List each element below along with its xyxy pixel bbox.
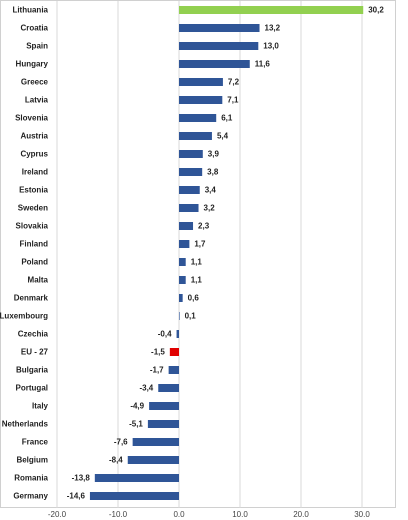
category-label: France <box>22 438 49 447</box>
value-label: 30,2 <box>368 6 384 15</box>
x-tick-label: -20.0 <box>48 510 67 519</box>
value-label: -3,4 <box>139 384 153 393</box>
bar <box>179 204 199 212</box>
category-label: Netherlands <box>2 420 49 429</box>
bar <box>149 402 179 410</box>
category-label: Denmark <box>14 294 49 303</box>
value-label: 0,1 <box>185 312 197 321</box>
value-label: 3,8 <box>207 168 219 177</box>
category-label: Sweden <box>18 204 48 213</box>
category-label: Cyprus <box>20 150 48 159</box>
category-label: Bulgaria <box>16 366 49 375</box>
value-label: -8,4 <box>109 456 123 465</box>
value-label: 1,7 <box>194 240 206 249</box>
x-tick-label: 0.0 <box>173 510 185 519</box>
category-label: Poland <box>21 258 48 267</box>
category-label: Hungary <box>16 60 49 69</box>
value-label: -7,6 <box>114 438 128 447</box>
category-label: Finland <box>20 240 49 249</box>
value-label: 1,1 <box>191 276 203 285</box>
x-tick-label: -10.0 <box>109 510 128 519</box>
category-label: Czechia <box>18 330 49 339</box>
bar <box>179 42 259 50</box>
category-label: Estonia <box>19 186 48 195</box>
bar <box>132 438 179 446</box>
value-label: 7,2 <box>228 78 240 87</box>
value-label: 13,2 <box>265 24 281 33</box>
bar <box>127 456 179 464</box>
plot-frame <box>0 0 396 508</box>
value-label: 6,1 <box>221 114 233 123</box>
bar <box>94 474 179 482</box>
category-label: Greece <box>21 78 49 87</box>
value-label: 3,2 <box>204 204 216 213</box>
value-label: 1,1 <box>191 258 203 267</box>
bar <box>179 240 190 248</box>
category-label: Malta <box>28 276 49 285</box>
bar <box>179 96 223 104</box>
value-label: -14,6 <box>67 492 86 501</box>
value-label: -13,8 <box>72 474 91 483</box>
bar <box>179 6 364 14</box>
value-label: 2,3 <box>198 222 210 231</box>
category-label: Portugal <box>16 384 48 393</box>
value-label: -4,9 <box>130 402 144 411</box>
value-label: -5,1 <box>129 420 143 429</box>
bar <box>168 366 179 374</box>
bar <box>169 348 179 356</box>
value-label: 3,4 <box>205 186 217 195</box>
value-label: -1,5 <box>151 348 165 357</box>
category-label: Spain <box>26 42 48 51</box>
bar <box>179 186 200 194</box>
category-label: Italy <box>32 402 49 411</box>
bar <box>158 384 179 392</box>
category-label: Germany <box>13 492 48 501</box>
value-label: 11,6 <box>255 60 271 69</box>
bar <box>179 312 180 320</box>
category-label: EU - 27 <box>21 348 49 357</box>
x-tick-label: 20.0 <box>293 510 309 519</box>
value-label: 3,9 <box>208 150 220 159</box>
bar <box>179 276 186 284</box>
x-tick-label: 30.0 <box>354 510 370 519</box>
bar <box>179 132 212 140</box>
category-label: Lithuania <box>12 6 48 15</box>
value-label: 7,1 <box>227 96 239 105</box>
bar <box>179 168 203 176</box>
category-label: Slovenia <box>15 114 48 123</box>
category-label: Belgium <box>16 456 48 465</box>
category-label: Luxembourg <box>0 312 48 321</box>
value-label: 0,6 <box>188 294 200 303</box>
category-label: Austria <box>20 132 48 141</box>
bar <box>89 492 179 500</box>
category-label: Croatia <box>20 24 48 33</box>
category-label: Slovakia <box>16 222 49 231</box>
bar <box>179 78 223 86</box>
bar <box>147 420 179 428</box>
bar <box>179 60 250 68</box>
value-label: 13,0 <box>263 42 279 51</box>
category-label: Ireland <box>22 168 48 177</box>
bar <box>176 330 179 338</box>
bar <box>179 222 194 230</box>
value-label: -1,7 <box>150 366 164 375</box>
bar <box>179 150 203 158</box>
category-label: Latvia <box>25 96 49 105</box>
bar <box>179 294 183 302</box>
category-label: Romania <box>14 474 48 483</box>
value-label: -0,4 <box>158 330 172 339</box>
bar <box>179 24 260 32</box>
value-label: 5,4 <box>217 132 229 141</box>
bar <box>179 258 186 266</box>
x-tick-label: 10.0 <box>232 510 248 519</box>
bar <box>179 114 217 122</box>
